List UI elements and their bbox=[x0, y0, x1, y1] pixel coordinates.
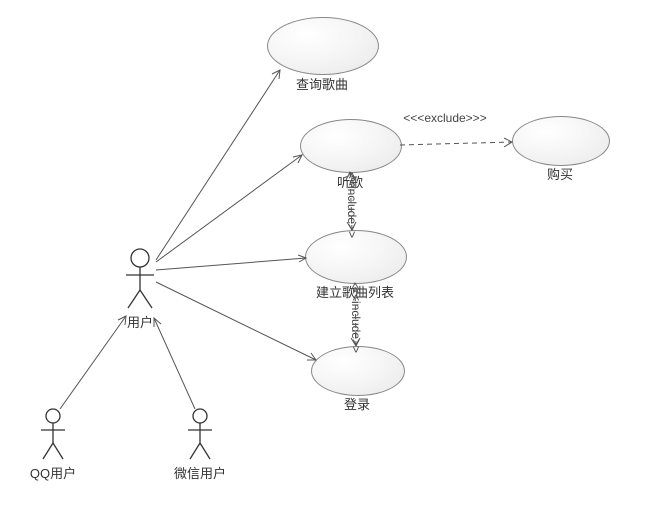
diagram-lines: 购买 --> 听歌 (dashed, double arrow) --> 建立歌… bbox=[0, 0, 654, 525]
edge-user-login bbox=[156, 282, 316, 360]
actor-user-icon bbox=[126, 249, 154, 308]
diagram-canvas: 查询歌曲 听歌 购买 建立歌曲列表 登录 用户 QQ用户 微信用户 <<<exc… bbox=[0, 0, 654, 525]
actor-qq-icon bbox=[41, 409, 65, 459]
edge-playlist-listen bbox=[346, 172, 356, 230]
actor-wechat-icon bbox=[188, 409, 212, 459]
edge-wechat-user bbox=[154, 318, 195, 409]
edge-user-search bbox=[156, 70, 280, 260]
edge-user-listen bbox=[156, 155, 302, 262]
edge-login-playlist bbox=[351, 283, 360, 346]
edge-user-playlist bbox=[156, 255, 306, 270]
edge-listen-buy bbox=[400, 138, 512, 147]
edge-qq-user bbox=[60, 316, 126, 409]
